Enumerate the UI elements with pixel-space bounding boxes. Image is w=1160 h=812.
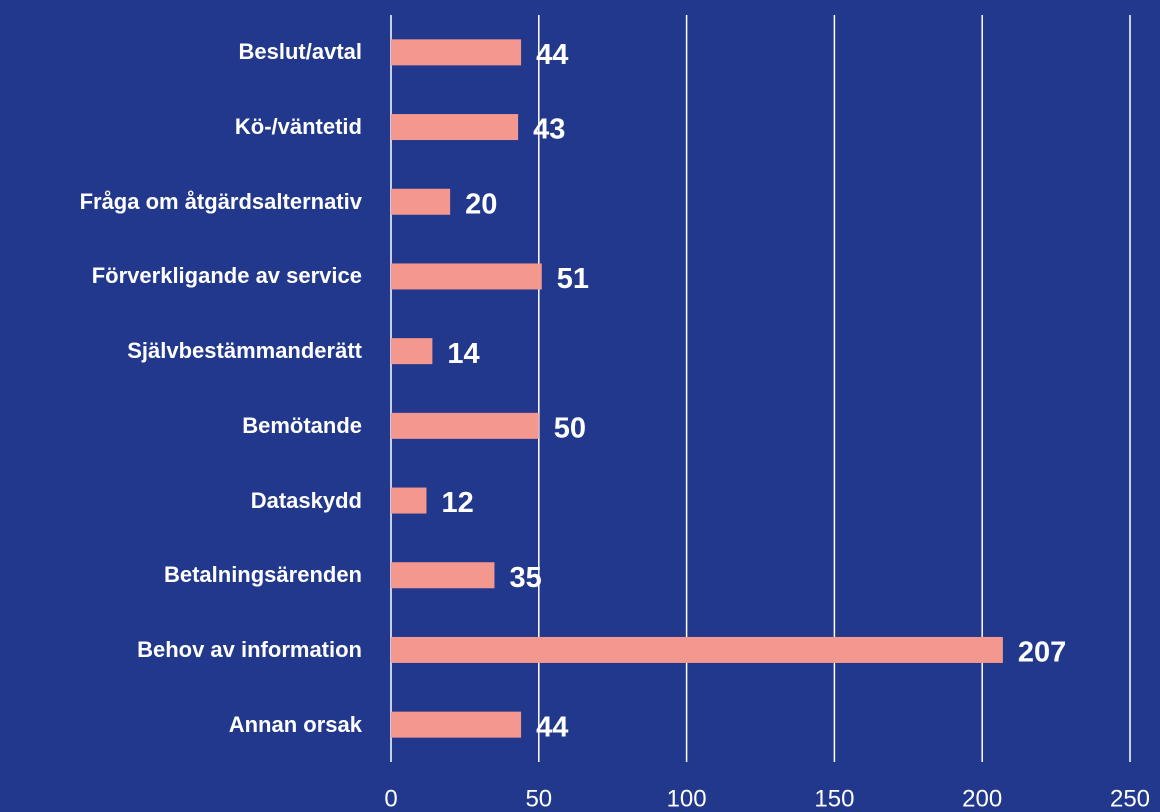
bar [391, 39, 522, 66]
y-tick-label-box: Annan orsak [0, 685, 362, 765]
y-tick-label: Betalningsärenden [163, 562, 362, 588]
bar [391, 562, 495, 589]
y-tick-label: Kö-/väntetid [234, 114, 362, 140]
bar [391, 338, 433, 365]
data-label: 43 [533, 114, 565, 146]
y-tick-label: Annan orsak [228, 711, 362, 737]
data-label: 35 [509, 562, 541, 594]
y-tick-label: Dataskydd [250, 487, 362, 513]
data-label: 44 [536, 39, 568, 71]
y-tick-label-box: Behov av information [0, 610, 362, 690]
bar [391, 188, 451, 215]
x-tick-label: 0 [384, 785, 397, 812]
x-tick-label: 50 [525, 785, 552, 812]
data-label: 50 [554, 413, 586, 445]
y-tick-label-box: Förverkligande av service [0, 236, 362, 316]
data-label: 14 [447, 338, 479, 370]
y-tick-label: Självbestämmanderätt [127, 338, 362, 364]
x-tick-label: 250 [1110, 785, 1150, 812]
y-tick-label: Bemötande [242, 412, 362, 438]
data-label: 207 [1018, 637, 1066, 669]
bar [391, 263, 542, 290]
y-tick-label-box: Fråga om åtgärdsalternativ [0, 162, 362, 242]
data-label: 20 [465, 188, 497, 220]
bar [391, 487, 427, 514]
y-tick-label-box: Kö-/väntetid [0, 87, 362, 167]
x-tick-label: 100 [667, 785, 707, 812]
y-tick-label: Behov av information [137, 636, 362, 662]
y-tick-label-box: Självbestämmanderätt [0, 311, 362, 391]
y-tick-label-box: Dataskydd [0, 461, 362, 541]
y-tick-label-box: Bemötande [0, 386, 362, 466]
bar [391, 711, 522, 738]
y-tick-label: Beslut/avtal [238, 39, 363, 65]
y-tick-label: Förverkligande av service [91, 263, 362, 289]
bar [391, 412, 539, 439]
data-label: 44 [536, 711, 568, 743]
bar [391, 114, 519, 141]
y-tick-label-box: Betalningsärenden [0, 535, 362, 615]
bar [391, 636, 1003, 663]
x-tick-label: 200 [962, 785, 1002, 812]
data-label: 51 [557, 263, 589, 295]
x-tick-label: 150 [814, 785, 854, 812]
data-label: 12 [441, 487, 473, 519]
y-tick-label: Fråga om åtgärdsalternativ [79, 188, 362, 214]
y-tick-label-box: Beslut/avtal [0, 12, 363, 92]
